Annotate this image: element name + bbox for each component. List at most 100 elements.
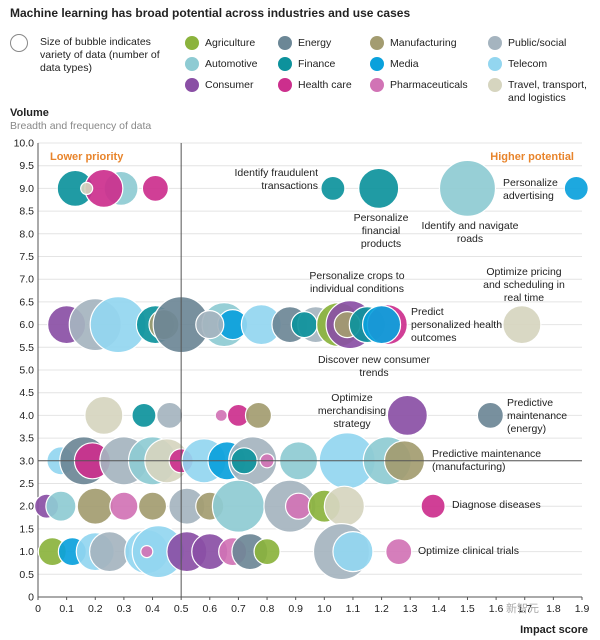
y-tick-label: 10.0 [14,138,35,150]
bubble [502,305,542,345]
annotation-line: advertising [503,190,554,202]
legend-swatch [278,78,292,92]
y-tick-label: 3.0 [19,455,34,467]
bubble [476,401,504,429]
bubble [284,492,313,520]
annotation-line: maintenance [507,410,567,422]
y-tick-label: 0 [28,592,34,604]
bubble [195,310,225,340]
bubble [109,491,139,521]
y-tick-label: 2.5 [19,478,34,490]
bubble [156,401,184,429]
annotation-line: Optimize clinical trials [418,545,519,557]
y-tick-label: 6.0 [19,319,34,331]
annotation-label: Personalize financial products [354,212,409,250]
bubble [131,402,157,428]
annotation-line: transactions [261,180,318,192]
x-axis-title: Impact score [520,624,588,636]
x-tick-label: 0.4 [145,603,160,615]
x-tick-label: 1.2 [374,603,389,615]
x-tick-label: 1.4 [432,603,447,615]
x-tick-label: 1.3 [403,603,418,615]
annotation-label: Optimize pricing and scheduling in real ti… [483,266,565,304]
annotation-line: individual conditions [310,283,404,295]
y-tick-label: 0.5 [19,569,34,581]
annotation-label: Optimize clinical trials [418,545,519,557]
annotation-line: Predict [411,306,444,318]
annotation-line: Personalize [354,212,409,224]
x-tick-label: 0.3 [117,603,132,615]
annotation-label: Predictive maintenance (energy) [507,397,567,435]
annotation-line: Diagnose diseases [452,499,541,511]
annotation-line: merchandising [318,405,386,417]
bubble-size-legend-text: Size of bubble indicates variety of data… [40,36,160,74]
y-axis-title: Volume [10,107,49,119]
annotation-line: and scheduling in [483,279,565,291]
x-tick-label: 0.1 [59,603,74,615]
chart-title: Machine learning has broad potential acr… [10,6,411,20]
annotation-line: Predictive maintenance [432,448,541,460]
y-axis-subtitle: Breadth and frequency of data [10,120,152,132]
annotation-label: Predict personalized health outcomes [411,306,502,344]
annotation-label: Discover new consumer trends [318,354,431,379]
legend-label: Energy [298,37,332,49]
y-tick-label: 3.5 [19,433,34,445]
bubble [386,394,428,436]
x-tick-label: 1.9 [575,603,590,615]
bubble [563,175,589,201]
bubble [290,311,318,339]
legend-label: Health care [298,79,352,91]
bubble [76,487,114,525]
annotation-label: Identify and navigate roads [422,220,519,245]
annotation-line: financial [362,225,401,237]
bubble [244,401,273,429]
legend-swatch [488,57,502,71]
bubble [253,537,281,566]
x-tick-label: 1.0 [317,603,332,615]
x-tick-label: 0.9 [288,603,303,615]
annotation-line: trends [359,367,388,379]
annotation-line: outcomes [411,332,457,344]
legend-label: Pharmaceuticals [390,79,468,91]
annotation-line: Discover new consumer [318,354,431,366]
bubble [361,305,402,345]
x-tick-label: 1.8 [546,603,561,615]
legend-label: Media [390,58,419,70]
legend-label: Agriculture [205,37,256,49]
bubble [420,493,446,519]
x-tick-label: 1.1 [346,603,361,615]
annotation-line: real time [504,292,544,304]
annotation-line: Personalize [503,177,558,189]
annotation-line: personalized health [411,319,502,331]
x-tick-label: 1.5 [460,603,475,615]
legend-swatch [488,78,502,92]
quadrant-label-left: Lower priority [50,151,124,163]
legend-swatch [370,78,384,92]
x-tick-label: 1.6 [489,603,504,615]
y-tick-label: 5.0 [19,365,34,377]
y-tick-label: 7.5 [19,251,34,263]
legend-label: Public/social [508,37,567,49]
x-tick-label: 0.8 [260,603,275,615]
annotation-label: Optimize merchandising strategy [318,392,386,430]
legend-swatch [488,36,502,50]
y-tick-label: 7.0 [19,274,34,286]
bubble [385,537,413,566]
x-tick-label: 0 [35,603,41,615]
bubble [438,159,497,217]
bubble [84,395,124,435]
bubble [141,174,169,202]
legend-label: Telecom [508,58,548,70]
bubble [214,408,228,422]
x-tick-label: 0.7 [231,603,246,615]
y-tick-label: 1.5 [19,523,34,535]
x-tick-label: 0.5 [174,603,189,615]
bubble [140,544,154,559]
legend-label: Finance [298,58,336,70]
annotation-line: strategy [333,418,371,430]
legend-swatch [278,57,292,71]
annotation-line: Identify fraudulent [235,167,319,179]
bubble [88,530,131,573]
annotation-line: roads [457,233,483,245]
annotation-line: (manufacturing) [432,461,506,473]
